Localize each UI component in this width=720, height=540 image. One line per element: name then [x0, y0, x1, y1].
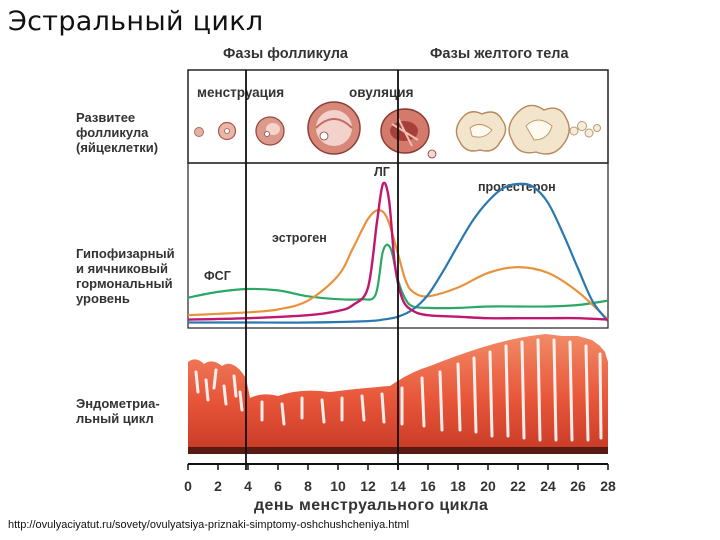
- x-tick-label: 10: [330, 478, 346, 494]
- follicle-stage-4-icon: [307, 101, 361, 155]
- endometrium-glands: [194, 338, 603, 442]
- follicle-illustrations: [194, 101, 601, 159]
- x-tick-label: 28: [600, 478, 616, 494]
- x-tick-label: 24: [540, 478, 556, 494]
- x-tick-label: 26: [570, 478, 586, 494]
- endometrium-row-label-line: льный цикл: [76, 411, 154, 426]
- hormone-row-label: Гипофизарный и яичниковый гормональный у…: [76, 246, 175, 306]
- hormone-row-label-line: гормональный: [76, 276, 173, 291]
- corpus-luteum-2-icon: [508, 104, 570, 155]
- lh-curve: [187, 181, 609, 321]
- follicle-stage-2-icon: [217, 121, 237, 141]
- x-axis-ticks: 0 2 4 6 8 10 12 14 16 18 20 22 24 26 28: [184, 464, 616, 494]
- progesterone-curve: [188, 182, 609, 324]
- source-url: http://ovulyaciyatut.ru/sovety/ovulyatsi…: [8, 519, 410, 531]
- luteal-phase-label: Фазы желтого тела: [430, 46, 569, 62]
- follicle-row-label-line: (яйцеклетки): [76, 140, 159, 155]
- follicular-phase-label: Фазы фолликула: [223, 46, 348, 62]
- slide-title: Эстральный цикл: [8, 6, 264, 37]
- x-tick-label: 8: [304, 478, 312, 494]
- endometrium-row-label: Эндометриа- льный цикл: [76, 396, 160, 426]
- x-tick-label: 18: [450, 478, 466, 494]
- ovulation-follicle-icon: [380, 108, 437, 159]
- hormone-row-label-line: Гипофизарный: [76, 246, 175, 261]
- x-axis-title: день менструального цикла: [254, 497, 489, 514]
- follicle-stage-3-icon: [255, 116, 285, 146]
- x-tick-label: 0: [184, 478, 192, 494]
- hormone-row-label-line: уровень: [76, 291, 130, 306]
- hormone-row-label-line: и яичниковый: [76, 261, 168, 276]
- estrogen-label: эстроген: [272, 231, 327, 245]
- follicle-row-label-line: Развитее: [76, 110, 136, 125]
- x-tick-label: 12: [360, 478, 376, 494]
- corpus-luteum-1-icon: [455, 111, 507, 152]
- menstruation-label: менструация: [197, 85, 285, 100]
- fsh-label: ФСГ: [204, 269, 231, 283]
- x-tick-label: 14: [390, 478, 406, 494]
- follicle-row-label: Развитее фолликула (яйцеклетки): [76, 110, 158, 155]
- x-tick-label: 16: [420, 478, 436, 494]
- x-tick-label: 4: [244, 478, 252, 494]
- x-tick-label: 22: [510, 478, 526, 494]
- corpus-albicans-icon: [569, 121, 601, 138]
- follicle-stage-1-icon: [194, 127, 204, 137]
- lh-label: ЛГ: [374, 165, 390, 179]
- endometrium-row-label-line: Эндометриа-: [76, 396, 160, 411]
- x-tick-label: 2: [214, 478, 222, 494]
- hormone-curves: [187, 181, 609, 324]
- follicle-row-label-line: фолликула: [76, 125, 149, 140]
- x-tick-label: 20: [480, 478, 496, 494]
- x-tick-label: 6: [274, 478, 282, 494]
